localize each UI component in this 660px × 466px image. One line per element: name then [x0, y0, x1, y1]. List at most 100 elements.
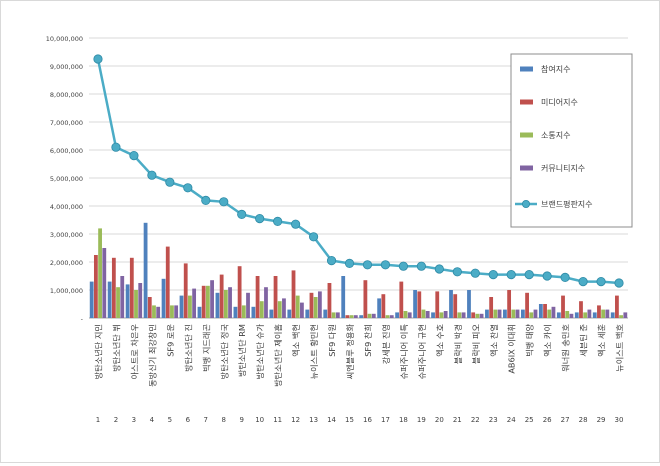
x-category-label: 슈퍼주니어 규현: [417, 324, 427, 379]
legend-label: 소통지수: [541, 131, 570, 140]
bar: [102, 248, 107, 318]
line-point: [542, 271, 552, 281]
y-tick-label: 6,000,000: [50, 147, 83, 155]
x-category-label: AB6IX 이대휘: [507, 324, 517, 374]
line-point: [398, 261, 409, 271]
x-category-label: 엑소 찬열: [489, 324, 499, 357]
bar: [241, 305, 246, 318]
line-point: [219, 197, 229, 207]
bar: [323, 309, 328, 318]
bar: [143, 222, 148, 318]
y-tick-label: -: [81, 315, 84, 323]
x-rank-label: 9: [239, 416, 243, 424]
bar: [295, 295, 300, 318]
x-category-label: 방탄소년단 RM: [237, 324, 247, 377]
line-point: [237, 209, 247, 219]
y-tick-label: 4,000,000: [50, 203, 83, 211]
x-rank-label: 4: [150, 416, 155, 424]
x-category-label: 방탄소년단 뷔: [111, 324, 121, 372]
bar: [371, 313, 376, 318]
x-rank-label: 10: [255, 416, 264, 424]
y-tick-label: 9,000,000: [50, 63, 83, 71]
x-rank-label: 8: [222, 416, 226, 424]
y-axis: - 1,000,000 2,000,000 3,000,000 4,000,000 5,0…: [46, 35, 84, 323]
bar: [111, 257, 116, 318]
x-rank-label: 18: [399, 416, 408, 424]
bar: [335, 312, 340, 318]
x-rank-label: 6: [186, 416, 191, 424]
bar: [601, 309, 606, 318]
line-point: [362, 260, 373, 270]
x-rank-label: 27: [561, 416, 570, 424]
bar: [377, 298, 382, 318]
bar: [197, 306, 202, 318]
x-rank-label: 1: [96, 416, 100, 424]
bar: [134, 290, 138, 318]
bar: [161, 278, 166, 318]
bar: [479, 313, 484, 318]
legend-label: 브랜드평판지수: [541, 199, 593, 209]
bar: [183, 263, 188, 318]
y-tick-label: 8,000,000: [50, 91, 83, 99]
x-category-label: 뉴이스트 백호: [615, 324, 625, 372]
x-rank-label: 30: [615, 416, 624, 424]
bar: [453, 294, 458, 318]
bar: [327, 283, 332, 318]
bar: [467, 290, 471, 318]
bar: [574, 312, 579, 318]
bar: [291, 270, 296, 318]
line-point: [147, 170, 157, 180]
x-category-label: 뉴이스트 황민현: [309, 324, 319, 379]
bar: [395, 312, 400, 318]
line-point: [183, 183, 193, 193]
bar: [547, 309, 552, 318]
bar: [623, 312, 628, 318]
bar: [174, 305, 179, 318]
x-rank-label: 19: [417, 416, 426, 424]
x-rank-label: 12: [291, 416, 300, 424]
line-point: [344, 258, 355, 268]
bar: [511, 309, 516, 318]
bar: [219, 274, 224, 318]
x-category-label: 엑소 백현: [291, 324, 301, 357]
bar: [525, 292, 529, 318]
bar: [107, 281, 112, 318]
bar: [255, 276, 260, 318]
x-rank-label: 22: [471, 416, 480, 424]
x-category-label: 엑소 카이: [543, 324, 553, 357]
x-rank-label: 2: [114, 416, 118, 424]
bar: [228, 287, 232, 318]
bar: [475, 313, 480, 318]
bar: [192, 288, 197, 318]
bar: [367, 313, 372, 318]
bar: [579, 301, 583, 318]
bar: [341, 276, 346, 318]
bar: [237, 266, 242, 318]
bar: [431, 312, 435, 318]
bar: [610, 312, 615, 318]
bar: [381, 294, 386, 318]
bar: [282, 298, 286, 318]
x-rank-label: 3: [132, 416, 136, 424]
line-point: [416, 261, 426, 271]
bar: [317, 291, 322, 318]
y-tick-label: 5,000,000: [50, 175, 83, 183]
bar: [471, 312, 476, 318]
line-point: [201, 195, 211, 205]
bar: [461, 312, 466, 318]
x-category-label: 워너원 송민호: [561, 324, 571, 372]
bar: [569, 313, 574, 318]
x-rank-label: 17: [381, 416, 390, 424]
bar: [331, 312, 336, 318]
legend-label: 참여지수: [541, 64, 570, 74]
bar: [413, 290, 417, 318]
bar: [345, 315, 350, 318]
line-point: [524, 269, 534, 280]
x-category-label: 블락비 피오: [471, 324, 481, 365]
bar: [457, 312, 462, 318]
x-rank-label: 13: [309, 416, 318, 424]
x-category-label: 방탄소년단 정국: [219, 324, 229, 380]
